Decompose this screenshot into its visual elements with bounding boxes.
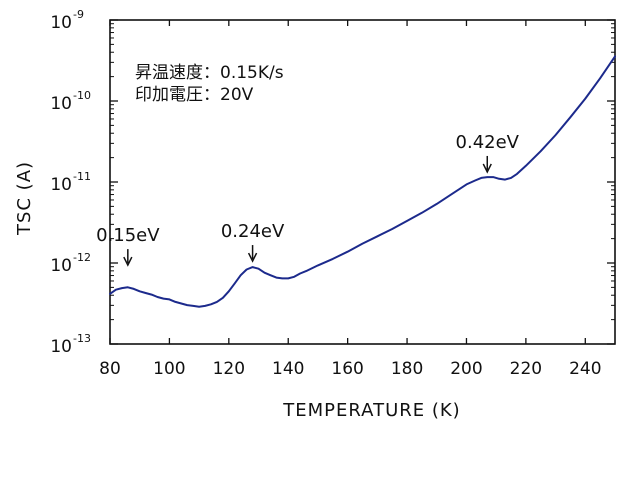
y-axis-title: TSC (A) <box>14 161 35 236</box>
peak-annotation: 0.24eV <box>221 221 285 263</box>
y-tick-exponent: -13 <box>73 332 91 345</box>
y-tick-label: 10 <box>50 94 72 114</box>
peak-arrow-head <box>482 163 492 174</box>
peak-annotation-label: 0.15eV <box>96 225 160 246</box>
y-tick-label: 10 <box>50 256 72 276</box>
x-tick-label: 80 <box>99 359 121 379</box>
y-tick-exponent: -11 <box>73 170 91 183</box>
x-tick-label: 140 <box>272 359 304 379</box>
peak-annotation: 0.42eV <box>456 132 520 174</box>
x-tick-label: 240 <box>569 359 601 379</box>
y-tick-exponent: -10 <box>73 89 91 102</box>
x-tick-label: 220 <box>510 359 542 379</box>
y-tick-label: 10 <box>50 175 72 195</box>
condition-heating-rate: 昇温速度：0.15K/s <box>135 63 284 83</box>
peak-annotation-label: 0.24eV <box>221 221 285 242</box>
y-tick-exponent: -9 <box>73 8 84 21</box>
x-axis-ticks: 80 100 120 140 160 180 200 220 240 <box>99 20 602 379</box>
peak-arrow-head <box>247 252 258 263</box>
x-tick-label: 100 <box>153 359 185 379</box>
x-tick-label: 200 <box>450 359 482 379</box>
x-tick-label: 180 <box>391 359 423 379</box>
tsc-curve <box>109 55 616 308</box>
peak-annotation: 0.15eV <box>96 225 160 267</box>
peak-annotation-label: 0.42eV <box>456 132 520 153</box>
series-layer <box>109 55 616 308</box>
annotations-layer: 0.15eV 0.24eV 0.42eV <box>96 132 520 267</box>
y-tick-label: 10 <box>50 337 72 357</box>
x-axis-title: TEMPERATURE (K) <box>282 400 460 421</box>
peak-arrow-head <box>123 256 133 267</box>
x-tick-label: 120 <box>213 359 245 379</box>
x-tick-label: 160 <box>331 359 363 379</box>
condition-applied-voltage: 印加電圧：20V <box>135 85 254 105</box>
y-tick-label: 10 <box>50 13 72 33</box>
y-tick-exponent: -12 <box>73 251 91 264</box>
